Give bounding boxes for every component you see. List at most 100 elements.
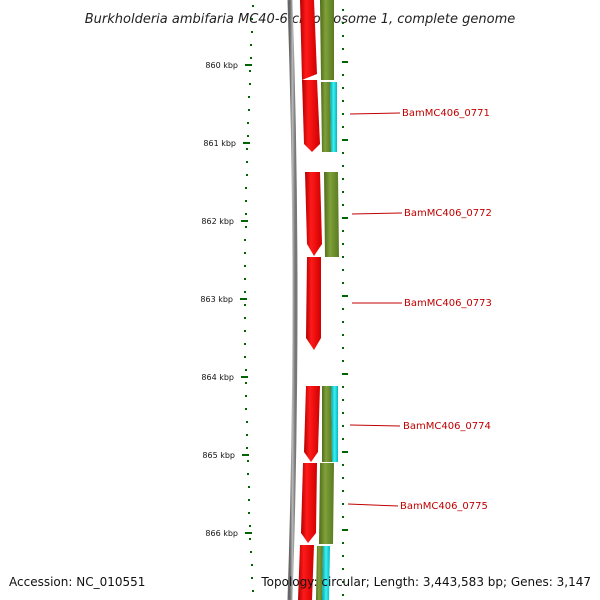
outer-scale-tick bbox=[342, 451, 348, 453]
gene-features bbox=[298, 0, 339, 600]
scale-dot bbox=[250, 44, 252, 46]
leader-line-0771 bbox=[349, 112, 401, 115]
outer-scale-tick bbox=[342, 412, 344, 414]
outer-scale-tick bbox=[342, 347, 344, 349]
scale-dot bbox=[249, 525, 251, 527]
outer-scale-tick bbox=[342, 126, 344, 128]
gene-labels: BamMC406_0771 BamMC406_0772 BamMC406_077… bbox=[347, 108, 492, 512]
axis-major-ticks bbox=[240, 64, 252, 534]
cyan-feature-0771[interactable] bbox=[330, 82, 337, 152]
axis-tick-labels: 860 kbp 861 kbp 862 kbp 863 kbp 864 kbp … bbox=[200, 61, 238, 538]
scale-dot bbox=[251, 18, 253, 20]
olive-feature-top[interactable] bbox=[320, 0, 334, 80]
cyan-feature-0774[interactable] bbox=[331, 386, 338, 462]
outer-scale-tick bbox=[342, 165, 344, 167]
outer-scale-tick bbox=[342, 230, 344, 232]
outer-scale-tick bbox=[342, 373, 348, 375]
outer-scale-tick bbox=[342, 308, 344, 310]
scale-dot bbox=[245, 382, 247, 384]
outer-scale-tick bbox=[342, 22, 344, 24]
scale-dot bbox=[245, 408, 247, 410]
major-tick-863 bbox=[240, 298, 247, 300]
scale-dot bbox=[244, 343, 246, 345]
scale-dot bbox=[252, 5, 254, 7]
outer-scale-tick bbox=[342, 334, 344, 336]
scale-dot bbox=[252, 590, 254, 592]
scale-dot bbox=[248, 486, 250, 488]
gene-label-0774[interactable]: BamMC406_0774 bbox=[403, 421, 491, 432]
outer-scale-tick bbox=[342, 217, 348, 219]
outer-scale-tick bbox=[342, 243, 344, 245]
scale-dot bbox=[244, 278, 246, 280]
outer-scale-tick bbox=[342, 204, 344, 206]
scale-dot bbox=[249, 538, 251, 540]
olive-feature-0775[interactable] bbox=[319, 463, 334, 544]
cds-arrow-bottom[interactable] bbox=[298, 545, 314, 600]
outer-scale-tick bbox=[342, 113, 344, 115]
leader-line-0772 bbox=[351, 212, 403, 215]
scale-dot bbox=[244, 239, 246, 241]
scale-dot bbox=[251, 577, 253, 579]
outer-scale-tick bbox=[342, 74, 344, 76]
scale-dot bbox=[246, 174, 248, 176]
outer-scale-tick bbox=[342, 425, 344, 427]
outer-scale-tick bbox=[342, 542, 344, 544]
tick-label-861: 861 kbp bbox=[203, 139, 236, 148]
cyan-feature-bottom[interactable] bbox=[322, 546, 330, 600]
outer-tick-track bbox=[342, 9, 348, 596]
outer-scale-tick bbox=[342, 9, 344, 11]
cds-arrow-0773[interactable] bbox=[306, 257, 321, 350]
scale-dot bbox=[251, 564, 253, 566]
gene-label-0772[interactable]: BamMC406_0772 bbox=[404, 208, 492, 219]
gene-label-0771[interactable]: BamMC406_0771 bbox=[402, 108, 490, 119]
olive-feature-0771[interactable] bbox=[321, 82, 331, 152]
outer-scale-tick bbox=[342, 503, 344, 505]
major-tick-862 bbox=[241, 220, 248, 222]
olive-feature-0772[interactable] bbox=[324, 172, 339, 257]
scale-dot bbox=[250, 551, 252, 553]
outer-scale-tick bbox=[342, 594, 344, 596]
major-tick-864 bbox=[241, 376, 248, 378]
major-tick-861 bbox=[243, 142, 250, 144]
outer-scale-tick bbox=[342, 178, 344, 180]
outer-scale-tick bbox=[342, 295, 348, 297]
scale-dot bbox=[248, 96, 250, 98]
outer-scale-tick bbox=[342, 529, 348, 531]
tick-label-863: 863 kbp bbox=[200, 295, 233, 304]
cds-arrow-0771[interactable] bbox=[302, 80, 320, 152]
olive-feature-bottom[interactable] bbox=[316, 546, 323, 600]
leader-line-0775 bbox=[347, 503, 399, 507]
olive-feature-0774[interactable] bbox=[322, 386, 332, 462]
scale-dot bbox=[246, 148, 248, 150]
leader-line-0774 bbox=[349, 424, 401, 427]
scale-dot bbox=[247, 135, 249, 137]
cds-arrow-top[interactable] bbox=[300, 0, 317, 80]
scale-dot bbox=[250, 57, 252, 59]
gene-label-0775[interactable]: BamMC406_0775 bbox=[400, 501, 488, 512]
gene-label-0773[interactable]: BamMC406_0773 bbox=[404, 298, 492, 309]
scale-dot bbox=[251, 31, 253, 33]
outer-scale-tick bbox=[342, 269, 344, 271]
outer-scale-tick bbox=[342, 516, 344, 518]
outer-scale-tick bbox=[342, 100, 344, 102]
cds-arrow-0772[interactable] bbox=[305, 172, 322, 256]
cds-arrow-0775[interactable] bbox=[301, 463, 317, 543]
map-title: Burkholderia ambifaria MC40-6 chromosome… bbox=[85, 12, 515, 27]
outer-scale-tick bbox=[342, 386, 344, 388]
scale-dot bbox=[245, 213, 247, 215]
outer-scale-tick bbox=[342, 48, 344, 50]
major-tick-860 bbox=[245, 64, 252, 66]
outer-scale-tick bbox=[342, 555, 344, 557]
cds-arrow-0774[interactable] bbox=[304, 386, 320, 462]
inner-dot-track bbox=[244, 5, 254, 592]
outer-scale-tick bbox=[342, 477, 344, 479]
outer-scale-tick bbox=[342, 490, 344, 492]
scale-dot bbox=[246, 447, 248, 449]
outer-scale-tick bbox=[342, 87, 344, 89]
scale-dot bbox=[249, 70, 251, 72]
chromosome-backbone bbox=[287, 0, 298, 600]
outer-scale-tick bbox=[342, 139, 348, 141]
scale-dot bbox=[244, 317, 246, 319]
scale-dot bbox=[247, 473, 249, 475]
